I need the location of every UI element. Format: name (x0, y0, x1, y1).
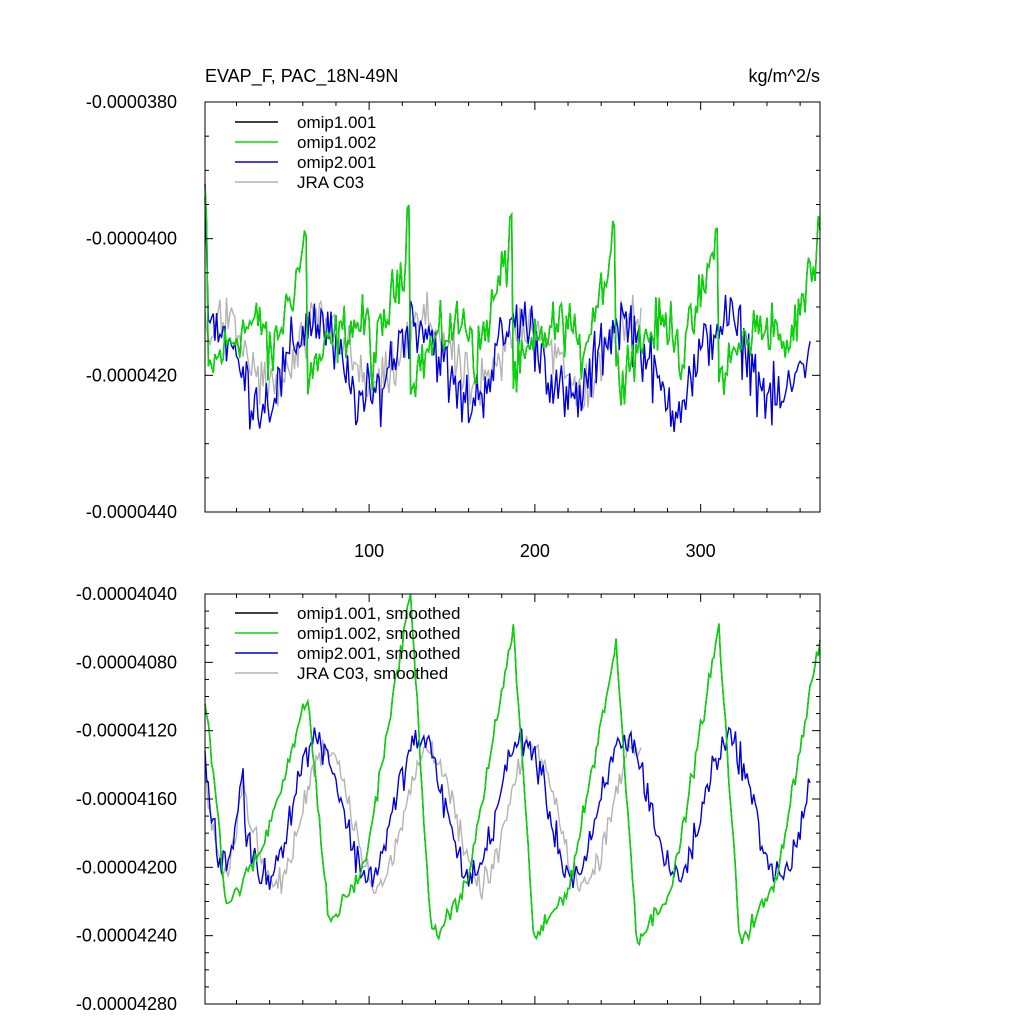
series-line-jra-c03 (204, 291, 642, 411)
x-tick-label: 200 (520, 541, 550, 561)
y-tick-label: -0.00004080 (76, 652, 177, 672)
bottom-axes: -0.00004040 -0.00004080 -0.00004120 -0.0000… (76, 584, 820, 1014)
top-panel: EVAP_F, PAC_18N-49N kg/m^2/s -0.0000380-… (86, 66, 821, 561)
legend-label: omip1.002 (297, 133, 376, 152)
legend-label: omip2.001 (297, 153, 376, 172)
y-tick-label: -0.0000420 (86, 365, 177, 385)
bottom-series-group (204, 593, 821, 946)
y-tick-label: -0.00004160 (76, 789, 177, 809)
y-tick-label: -0.0000440 (86, 502, 177, 522)
chart-title: EVAP_F, PAC_18N-49N (205, 66, 398, 87)
y-tick-label: -0.0000400 (86, 229, 177, 249)
y-tick-label: -0.0000380 (86, 92, 177, 112)
x-tick-label: 300 (686, 541, 716, 561)
y-tick-label: -0.00004240 (76, 926, 177, 946)
units-label: kg/m^2/s (749, 66, 820, 86)
series-line-omip2-001 (204, 197, 811, 432)
y-tick-label: -0.00004200 (76, 857, 177, 877)
legend-label: omip1.001, smoothed (297, 604, 461, 623)
legend-label: omip1.001 (297, 113, 376, 132)
top-series-group (204, 183, 821, 432)
y-tick-label: -0.00004040 (76, 584, 177, 604)
series-line-omip1-002-smoothed (204, 593, 821, 946)
y-tick-label: -0.00004120 (76, 721, 177, 741)
x-tick-label: 100 (354, 541, 384, 561)
bottom-panel: -0.00004040 -0.00004080 -0.00004120 -0.0000… (76, 584, 821, 1014)
series-line-jra-c03-smoothed (204, 735, 642, 900)
legend-label: omip1.002, smoothed (297, 624, 461, 643)
legend-label: JRA C03 (297, 173, 364, 192)
top-axes: -0.0000380 -0.0000400 -0.0000420 -0.0000440… (86, 92, 820, 561)
legend-label: omip2.001, smoothed (297, 644, 461, 663)
series-line-omip1-002 (204, 183, 821, 406)
y-tick-label: -0.00004280 (76, 994, 177, 1014)
series-line-omip2-001-smoothed (204, 726, 811, 890)
legend-label: JRA C03, smoothed (297, 664, 448, 683)
